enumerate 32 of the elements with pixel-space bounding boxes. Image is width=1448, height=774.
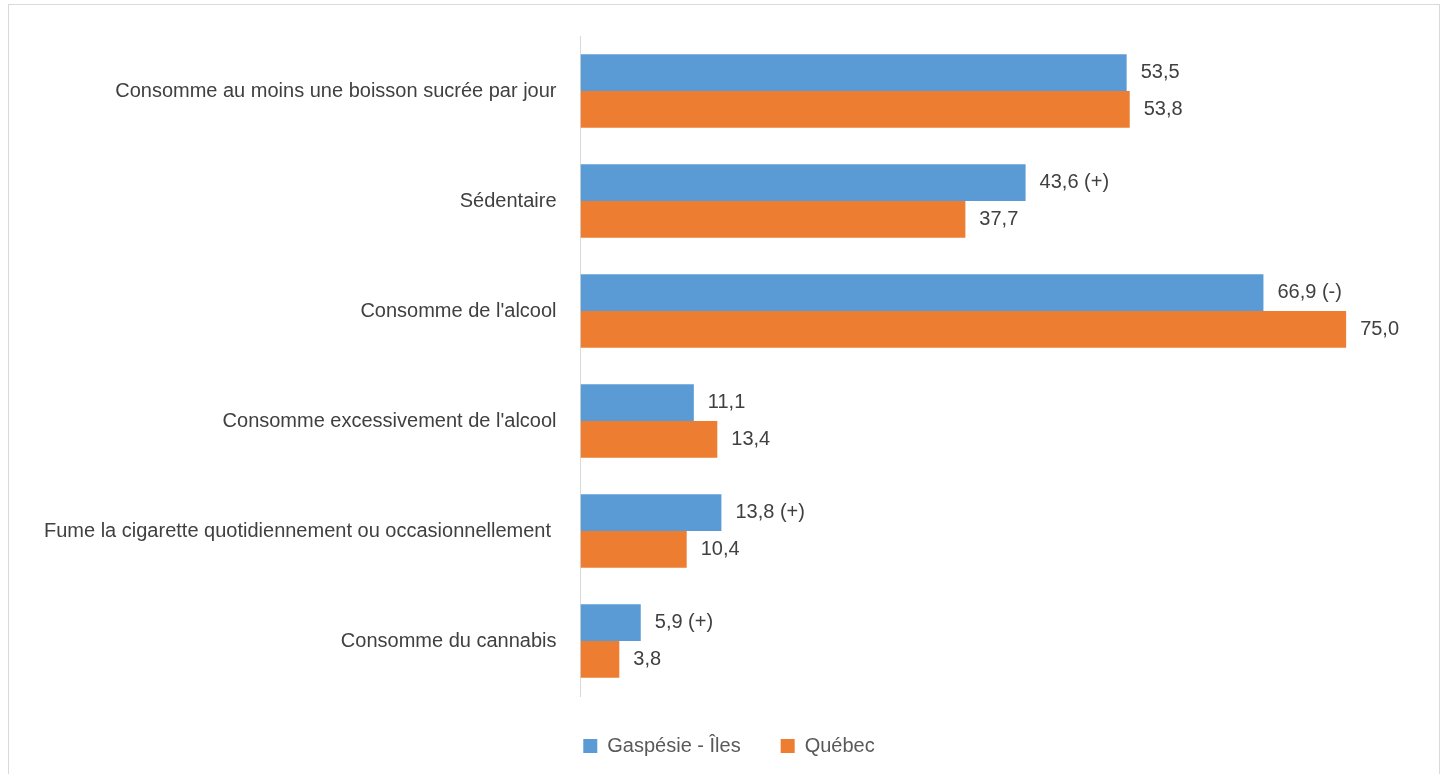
bar <box>580 311 1347 348</box>
y-tick-label: Sédentaire <box>459 188 557 211</box>
bar <box>580 494 722 531</box>
data-label: 13,8 (+) <box>735 500 805 523</box>
y-tick-label: Consomme excessivement de l'alcool <box>222 408 557 431</box>
data-label: 53,8 <box>1143 96 1183 119</box>
bar <box>580 421 718 458</box>
bar <box>580 384 694 421</box>
legend-label: Gaspésie - Îles <box>607 733 741 756</box>
y-tick-label: Consomme de l'alcool <box>360 298 557 321</box>
bar <box>580 201 966 238</box>
data-label: 5,9 (+) <box>654 610 714 633</box>
y-tick-label: Consomme au moins une boisson sucrée par jour <box>115 78 557 101</box>
y-tick-label: Consomme du cannabis <box>340 628 557 651</box>
data-label: 11,1 <box>707 390 746 413</box>
bar <box>580 531 687 568</box>
y-tick-label: Fume la cigarette quotidiennement ou occasionnellement <box>44 518 557 541</box>
data-label: 66,9 (-) <box>1277 280 1342 303</box>
data-label: 43,6 (+) <box>1039 170 1110 193</box>
bar <box>580 91 1130 128</box>
data-label: 53,5 <box>1140 60 1180 83</box>
data-label: 3,8 <box>633 646 662 669</box>
data-label: 10,4 <box>700 536 740 559</box>
data-label: 75,0 <box>1360 316 1400 339</box>
bar <box>580 641 620 678</box>
bar <box>580 274 1264 311</box>
legend-label: Québec <box>804 733 875 756</box>
bar <box>580 54 1127 91</box>
data-label: 13,4 <box>731 426 771 449</box>
data-label: 37,7 <box>979 206 1019 229</box>
bar <box>580 164 1026 201</box>
bar <box>580 604 641 641</box>
